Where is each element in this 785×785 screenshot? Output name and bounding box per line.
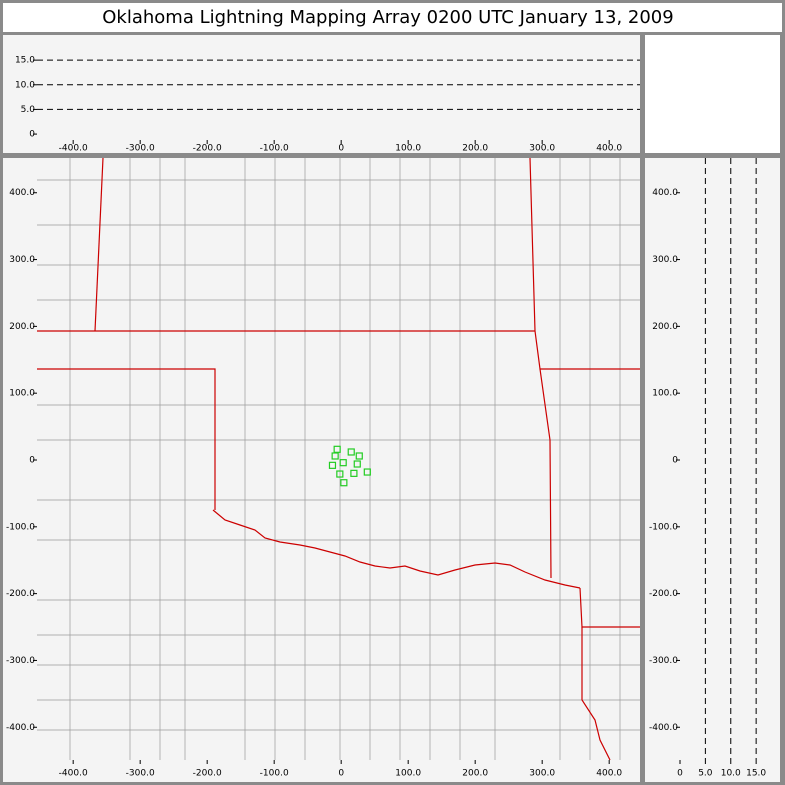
blank-panel — [645, 35, 780, 153]
y-tick-label: 10.0 — [15, 80, 35, 90]
x-tick-label: 0 — [338, 144, 344, 154]
x-tick-label: -200.0 — [193, 144, 222, 154]
x-tick-label: 0 — [677, 769, 683, 779]
x-tick-label: 100.0 — [395, 144, 421, 154]
x-tick-label: 200.0 — [462, 144, 488, 154]
y-tick-label: 300.0 — [9, 255, 35, 265]
y-tick-label: -100.0 — [6, 522, 35, 532]
x-tick-label: 200.0 — [462, 769, 488, 779]
x-tick-label: 300.0 — [529, 144, 555, 154]
title: Oklahoma Lightning Mapping Array 0200 UT… — [102, 7, 673, 28]
y-tick-label: 400.0 — [9, 188, 35, 198]
lightning-source — [339, 459, 347, 467]
lightning-source — [331, 452, 339, 460]
x-tick-label: -300.0 — [126, 144, 155, 154]
x-tick-label: 300.0 — [529, 769, 555, 779]
x-tick-label: 400.0 — [596, 144, 622, 154]
y-tick-label: 100.0 — [652, 389, 678, 399]
x-tick-label: -400.0 — [59, 769, 88, 779]
x-tick-label: 5.0 — [698, 769, 713, 779]
x-tick-label: -200.0 — [193, 769, 222, 779]
y-tick-label: -300.0 — [649, 656, 678, 666]
y-tick-label: 100.0 — [9, 389, 35, 399]
altitude-panel — [3, 35, 640, 153]
y-tick-label: -300.0 — [6, 656, 35, 666]
y-tick-label: -400.0 — [6, 723, 35, 733]
y-tick-label: 15.0 — [15, 56, 35, 66]
state-borders — [37, 158, 640, 760]
map — [37, 158, 640, 760]
lightning-source — [363, 468, 371, 476]
y-tick-label: 0 — [29, 130, 35, 140]
y-tick-label: 400.0 — [652, 188, 678, 198]
y-tick-label: 200.0 — [652, 322, 678, 332]
y-tick-label: -200.0 — [6, 589, 35, 599]
y-tick-label: 0 — [29, 456, 35, 466]
lightning-source — [336, 470, 344, 478]
x-tick-label: 10.0 — [721, 769, 741, 779]
lightning-source — [347, 448, 355, 456]
title-bar — [3, 3, 782, 32]
y-tick-label: -100.0 — [649, 522, 678, 532]
x-tick-label: 400.0 — [596, 769, 622, 779]
lightning-source — [333, 445, 341, 453]
x-tick-label: -300.0 — [126, 769, 155, 779]
y-tick-label: 200.0 — [9, 322, 35, 332]
y-tick-label: 300.0 — [652, 255, 678, 265]
x-tick-label: 0 — [338, 769, 344, 779]
x-tick-label: 15.0 — [746, 769, 766, 779]
y-tick-label: 0 — [672, 456, 678, 466]
x-tick-label: 100.0 — [395, 769, 421, 779]
x-tick-label: -100.0 — [260, 769, 289, 779]
y-tick-label: -400.0 — [649, 723, 678, 733]
lightning-source — [353, 460, 361, 468]
lightning-source — [340, 479, 348, 487]
county-lines — [37, 158, 640, 760]
y-tick-label: -200.0 — [649, 589, 678, 599]
x-tick-label: -400.0 — [59, 144, 88, 154]
lightning-source — [328, 461, 337, 469]
y-tick-label: 5.0 — [21, 105, 36, 115]
lightning-source — [355, 452, 363, 460]
side-panel — [645, 158, 780, 782]
lightning-source — [350, 469, 358, 477]
x-tick-label: -100.0 — [260, 144, 289, 154]
plan-panel — [3, 158, 640, 782]
